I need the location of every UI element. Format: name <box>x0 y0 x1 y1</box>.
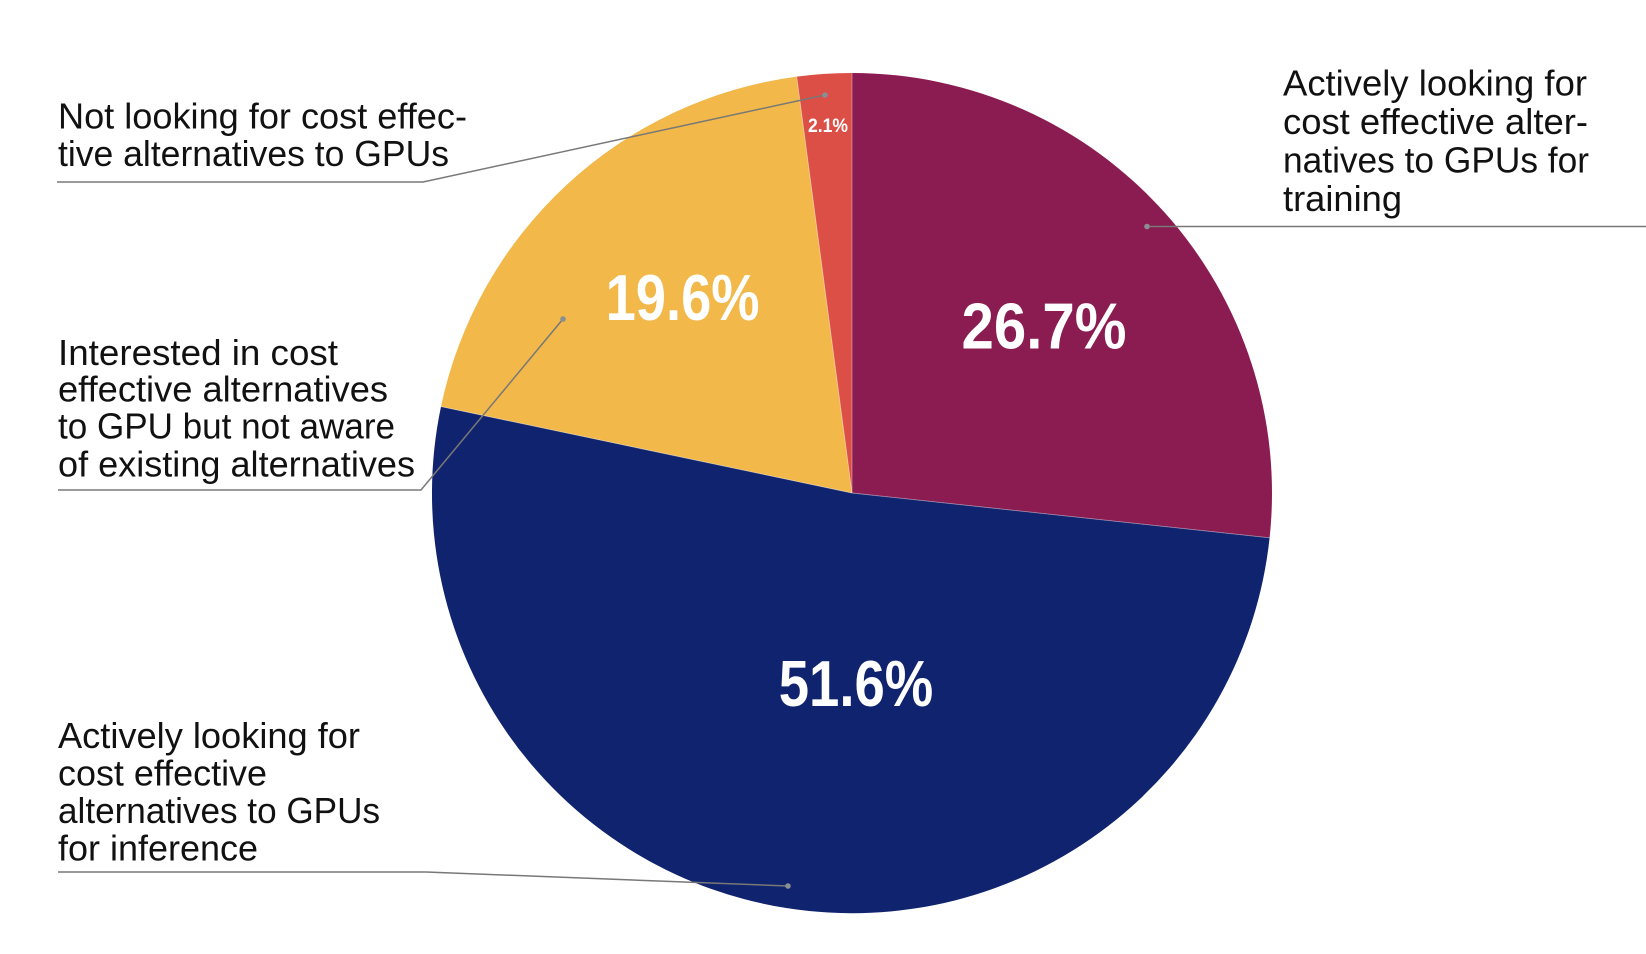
svg-text:Interested in cost: Interested in cost <box>58 332 338 373</box>
svg-text:cost effective alter-: cost effective alter- <box>1283 101 1588 142</box>
svg-text:Not looking for cost effec-: Not looking for cost effec- <box>58 96 467 137</box>
svg-text:of existing alternatives: of existing alternatives <box>58 444 415 485</box>
svg-text:19.6%: 19.6% <box>606 261 760 334</box>
svg-text:training: training <box>1283 178 1402 219</box>
svg-text:effective alternatives: effective alternatives <box>58 369 388 410</box>
svg-text:alternatives to GPUs: alternatives to GPUs <box>58 790 380 831</box>
svg-text:Actively looking for: Actively looking for <box>1283 63 1587 104</box>
svg-text:to GPU but not aware: to GPU but not aware <box>58 406 395 447</box>
svg-text:for inference: for inference <box>58 828 258 869</box>
svg-text:Actively looking for: Actively looking for <box>58 715 360 756</box>
svg-text:cost effective: cost effective <box>58 753 267 794</box>
svg-text:tive alternatives to GPUs: tive alternatives to GPUs <box>58 133 449 174</box>
svg-text:natives to GPUs for: natives to GPUs for <box>1283 139 1589 180</box>
svg-text:2.1%: 2.1% <box>808 116 848 137</box>
svg-text:51.6%: 51.6% <box>779 647 934 720</box>
svg-text:26.7%: 26.7% <box>962 290 1127 363</box>
